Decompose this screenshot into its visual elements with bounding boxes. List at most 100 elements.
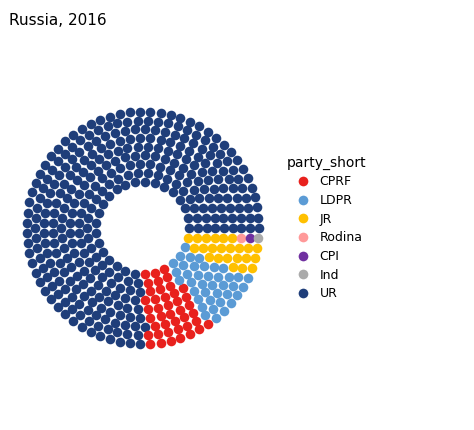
Point <box>106 336 113 343</box>
Point <box>164 274 171 281</box>
Point <box>151 269 159 276</box>
Point <box>220 224 228 231</box>
Point <box>204 129 212 135</box>
Point <box>102 162 110 169</box>
Point <box>167 310 174 317</box>
Point <box>131 152 139 159</box>
Point <box>99 200 107 207</box>
Point <box>113 263 120 270</box>
Point <box>32 179 39 186</box>
Point <box>190 140 197 147</box>
Point <box>77 240 84 247</box>
Point <box>66 219 74 226</box>
Point <box>175 277 182 284</box>
Legend: CPRF, LDPR, JR, Rodina, CPI, Ind, UR: CPRF, LDPR, JR, Rodina, CPI, Ind, UR <box>282 150 371 305</box>
Point <box>209 143 217 150</box>
Point <box>198 145 206 152</box>
Point <box>50 240 58 247</box>
Point <box>116 284 124 291</box>
Point <box>61 269 68 276</box>
Point <box>193 214 201 221</box>
Point <box>164 120 172 127</box>
Point <box>157 110 164 117</box>
Point <box>141 271 149 278</box>
Point <box>99 274 106 281</box>
Point <box>209 167 216 174</box>
Text: Russia, 2016: Russia, 2016 <box>9 13 107 28</box>
Point <box>47 296 55 303</box>
Point <box>116 138 124 144</box>
Point <box>227 300 235 307</box>
Point <box>238 184 246 191</box>
Point <box>136 288 144 295</box>
Point <box>183 322 191 329</box>
Point <box>205 177 212 184</box>
Point <box>253 204 261 211</box>
Point <box>33 245 41 252</box>
Point <box>137 135 144 141</box>
Point <box>32 235 39 242</box>
Point <box>214 194 222 201</box>
Point <box>194 178 202 184</box>
Point <box>146 108 154 115</box>
Point <box>184 215 192 221</box>
Point <box>176 306 184 313</box>
Point <box>55 277 63 284</box>
Point <box>49 230 56 236</box>
Point <box>156 163 164 170</box>
Point <box>75 258 82 265</box>
Point <box>32 270 39 276</box>
Point <box>85 258 92 265</box>
Point <box>137 341 144 347</box>
Point <box>162 320 169 327</box>
Point <box>167 139 174 146</box>
Point <box>186 118 194 125</box>
Point <box>54 304 62 311</box>
Point <box>144 306 152 313</box>
Point <box>113 186 120 193</box>
Point <box>94 127 102 134</box>
Point <box>144 332 152 339</box>
Point <box>218 245 225 252</box>
Point <box>195 123 203 130</box>
Point <box>202 214 210 221</box>
Point <box>76 149 83 156</box>
Point <box>233 194 240 201</box>
Point <box>233 255 240 261</box>
Point <box>73 163 80 170</box>
Point <box>40 219 48 226</box>
Point <box>187 278 195 285</box>
Point <box>39 184 47 191</box>
Point <box>111 130 119 137</box>
Point <box>33 204 41 211</box>
Point <box>244 245 252 252</box>
Point <box>161 265 168 272</box>
Point <box>28 189 36 196</box>
Point <box>186 195 193 202</box>
Point <box>210 185 218 192</box>
Point <box>198 280 206 287</box>
Point <box>106 141 114 147</box>
Point <box>68 185 75 192</box>
Point <box>96 332 104 339</box>
Point <box>68 293 76 300</box>
Point <box>88 299 96 306</box>
Point <box>248 184 255 191</box>
Point <box>101 316 109 323</box>
Point <box>94 167 102 174</box>
Point <box>176 197 183 203</box>
Point <box>68 264 75 270</box>
Point <box>161 294 169 301</box>
Point <box>113 120 121 127</box>
Point <box>201 186 208 193</box>
Point <box>126 135 134 142</box>
Point <box>87 287 95 294</box>
Point <box>192 132 200 138</box>
Point <box>144 143 152 150</box>
Point <box>187 171 195 178</box>
Point <box>219 264 227 271</box>
Point <box>106 113 113 120</box>
Point <box>211 234 219 241</box>
Point <box>80 267 88 274</box>
Point <box>238 264 246 271</box>
